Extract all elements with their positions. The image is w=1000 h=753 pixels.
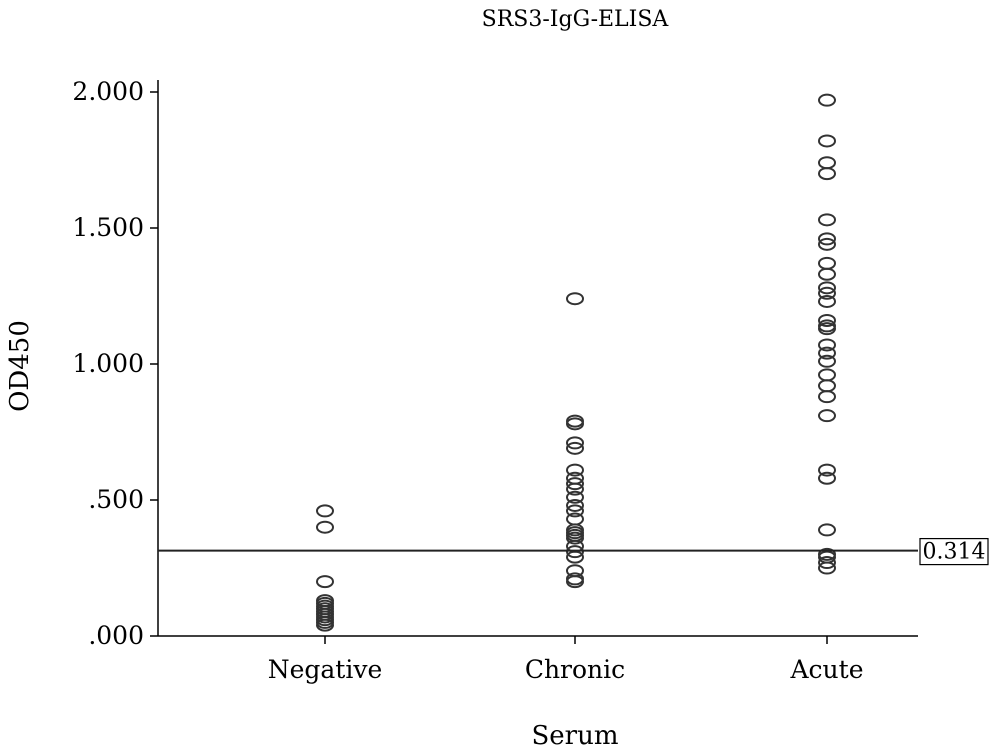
data-point: [566, 504, 584, 518]
data-point: [566, 477, 584, 491]
chart-title: SRS3-IgG-ELISA: [482, 7, 670, 32]
data-points: [316, 93, 836, 632]
x-axis-label: Serum: [531, 721, 618, 751]
data-point: [818, 471, 836, 485]
data-point: [818, 93, 836, 107]
data-point: [818, 267, 836, 281]
data-point: [818, 256, 836, 270]
data-point: [566, 575, 584, 589]
data-point: [316, 504, 334, 518]
reference-line-group: 0.314: [158, 537, 989, 566]
y-tick-label: 1.500: [72, 213, 144, 242]
data-point: [818, 294, 836, 308]
data-point: [818, 556, 836, 570]
data-point: [566, 545, 584, 559]
data-point: [818, 322, 836, 336]
data-point: [818, 134, 836, 148]
data-point: [818, 281, 836, 295]
x-axis-ticks: Negative Chronic Acute: [268, 636, 864, 684]
data-point: [818, 232, 836, 246]
data-point: [818, 346, 836, 360]
data-point: [818, 523, 836, 537]
axes: [157, 80, 918, 637]
data-point: [566, 531, 584, 545]
data-point: [566, 512, 584, 526]
y-tick-label: .000: [88, 621, 144, 650]
data-point: [566, 490, 584, 504]
data-point: [566, 436, 584, 450]
data-point: [566, 550, 584, 564]
data-point: [566, 441, 584, 455]
data-point: [818, 379, 836, 393]
data-point: [818, 463, 836, 477]
data-point: [566, 417, 584, 431]
y-tick-label: 1.000: [72, 349, 144, 378]
reference-line-label: 0.314: [923, 540, 986, 565]
data-point: [818, 390, 836, 404]
data-point: [818, 286, 836, 300]
y-tick-label: .500: [88, 485, 144, 514]
data-point: [818, 561, 836, 575]
y-axis-ticks: .000 .500 1.000 1.500 2.000: [72, 77, 158, 650]
x-tick-label: Chronic: [525, 655, 625, 684]
data-point: [566, 498, 584, 512]
data-point: [818, 237, 836, 251]
data-point: [818, 354, 836, 368]
reference-label-box: [919, 537, 989, 566]
data-point: [818, 338, 836, 352]
x-tick-label: Acute: [790, 655, 864, 684]
x-tick-label: Negative: [268, 655, 383, 684]
data-point: [818, 409, 836, 423]
data-point: [566, 463, 584, 477]
y-axis-label: OD450: [5, 320, 35, 412]
data-point: [316, 575, 334, 589]
data-point: [566, 292, 584, 306]
data-point: [316, 618, 334, 632]
data-point: [566, 482, 584, 496]
data-point: [818, 368, 836, 382]
data-point: [316, 520, 334, 534]
data-point: [818, 167, 836, 181]
y-tick-label: 2.000: [72, 77, 144, 106]
data-point: [818, 156, 836, 170]
data-point: [818, 213, 836, 227]
data-point: [818, 313, 836, 327]
